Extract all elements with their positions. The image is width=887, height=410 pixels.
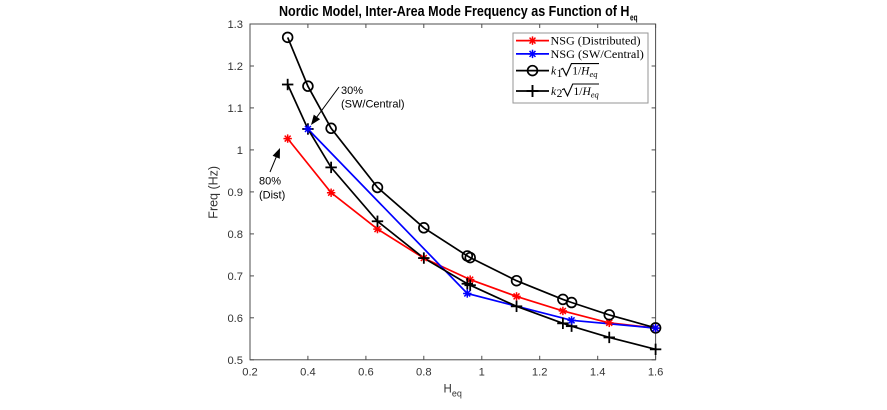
svg-text:1.2: 1.2 [227, 61, 243, 73]
svg-text:80%: 80% [259, 176, 281, 188]
svg-text:1: 1 [479, 367, 485, 379]
svg-text:0.9: 0.9 [227, 187, 243, 199]
svg-text:NSG (SW/Central): NSG (SW/Central) [551, 49, 644, 61]
svg-text:1/Heq: 1/Heq [572, 66, 598, 80]
svg-text:2: 2 [557, 88, 563, 100]
svg-text:1.6: 1.6 [648, 367, 664, 379]
svg-text:Nordic Model, Inter-Area Mode: Nordic Model, Inter-Area Mode Frequency … [279, 4, 630, 20]
svg-text:30%: 30% [341, 85, 363, 97]
svg-text:1.1: 1.1 [227, 103, 243, 115]
svg-text:(SW/Central): (SW/Central) [341, 99, 405, 111]
svg-text:0.8: 0.8 [227, 229, 243, 241]
svg-text:1: 1 [237, 145, 243, 157]
svg-text:1.3: 1.3 [227, 19, 243, 31]
svg-text:(Dist): (Dist) [259, 190, 285, 202]
svg-text:0.5: 0.5 [227, 355, 243, 367]
svg-text:1.2: 1.2 [532, 367, 548, 379]
svg-text:eq: eq [630, 13, 638, 24]
svg-text:0.7: 0.7 [227, 271, 243, 283]
svg-text:0.2: 0.2 [242, 367, 258, 379]
svg-text:k: k [551, 66, 557, 78]
svg-text:0.6: 0.6 [227, 313, 243, 325]
svg-text:0.6: 0.6 [358, 367, 374, 379]
svg-text:1.4: 1.4 [590, 367, 606, 379]
svg-text:1/Heq: 1/Heq [574, 86, 600, 100]
svg-text:0.4: 0.4 [300, 367, 316, 379]
svg-text:0.8: 0.8 [416, 367, 432, 379]
svg-text:1: 1 [557, 68, 563, 80]
svg-text:k: k [551, 86, 557, 98]
svg-text:Freq (Hz): Freq (Hz) [207, 166, 221, 219]
svg-text:NSG (Distributed): NSG (Distributed) [551, 36, 641, 48]
